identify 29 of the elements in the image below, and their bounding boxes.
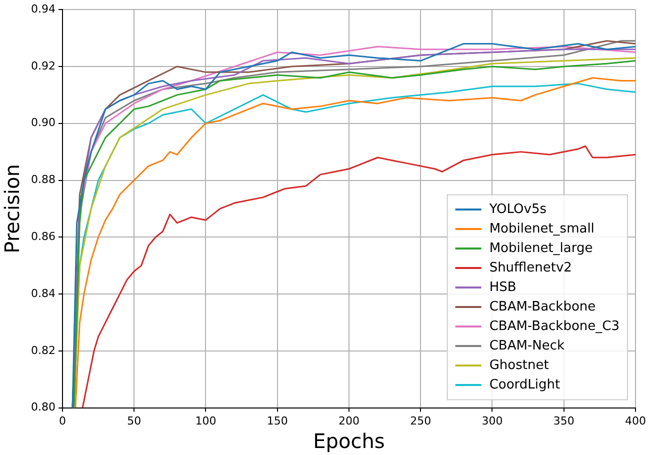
legend-label: CoordLight <box>489 377 560 392</box>
x-tick-label: 350 <box>553 414 574 428</box>
legend-label: Ghostnet <box>489 358 549 373</box>
y-tick-label: 0.80 <box>30 400 56 414</box>
legend-label: Mobilenet_large <box>489 240 593 256</box>
x-axis-title: Epochs <box>313 429 385 454</box>
y-tick-label: 0.92 <box>30 59 56 72</box>
y-axis-title: Precision <box>0 164 24 254</box>
y-tick-label: 0.88 <box>30 173 56 186</box>
legend-label: YOLOv5s <box>488 202 547 217</box>
y-tick-label: 0.82 <box>30 344 56 357</box>
x-tick-label: 0 <box>58 414 66 428</box>
y-tick-label: 0.84 <box>30 286 56 300</box>
y-tick-label: 0.90 <box>30 116 56 130</box>
legend-label: CBAM-Backbone_C3 <box>489 318 620 334</box>
x-tick-label: 100 <box>195 414 216 428</box>
legend-label: Shufflenetv2 <box>489 260 572 276</box>
y-tick-label: 0.86 <box>30 230 56 243</box>
legend-label: CBAM-Neck <box>489 338 565 354</box>
x-tick-label: 200 <box>338 414 360 428</box>
legend-label: HSB <box>489 280 516 295</box>
x-tick-label: 50 <box>127 414 142 428</box>
x-tick-label: 150 <box>266 414 288 428</box>
x-tick-label: 250 <box>410 414 432 428</box>
x-tick-label: 300 <box>482 414 503 428</box>
legend-label: CBAM-Backbone <box>489 299 596 314</box>
y-tick-label: 0.94 <box>30 2 56 16</box>
legend-label: Mobilenet_small <box>489 221 594 236</box>
x-tick-label: 400 <box>625 414 646 428</box>
